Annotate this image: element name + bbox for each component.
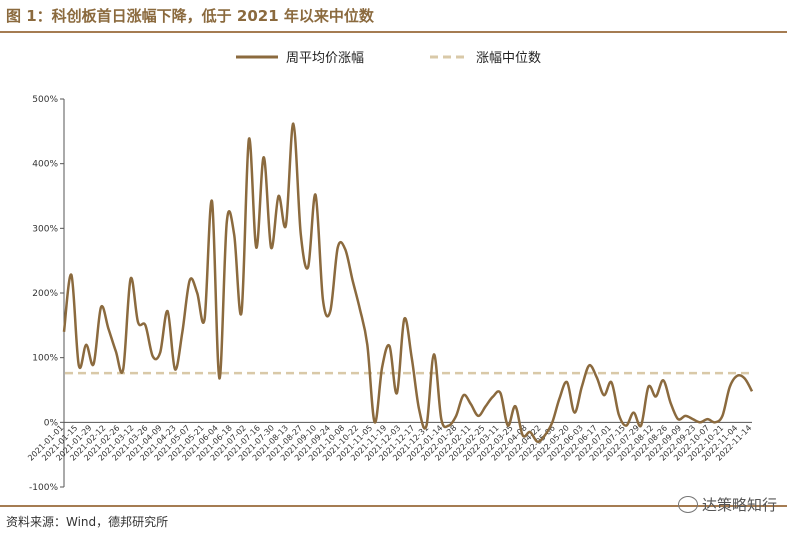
y-tick-label: 300% [32, 224, 58, 234]
chart-title: 图 1：科创板首日涨幅下降，低于 2021 年以来中位数 [6, 7, 374, 25]
x-tick-labels: 2021-01-012021-01-152021-01-292021-02-12… [26, 423, 753, 462]
bottom-rule [0, 505, 787, 507]
y-tick-label: 500% [32, 95, 58, 105]
line-chart: 周平均价涨幅 涨幅中位数 500% 400% 300% 200% 100% 0% -100%… [26, 51, 754, 493]
y-tick-label: 400% [32, 160, 58, 170]
y-tick-label: 100% [32, 354, 58, 364]
legend: 周平均价涨幅 涨幅中位数 [236, 51, 541, 66]
top-rule [0, 31, 787, 33]
source-note: 资料来源：Wind，德邦研究所 [6, 515, 169, 529]
series-line-main [62, 122, 754, 443]
legend-label-median: 涨幅中位数 [476, 51, 541, 66]
watermark: 达策略知行 [677, 494, 777, 515]
legend-label-main: 周平均价涨幅 [286, 51, 364, 66]
wechat-icon [677, 496, 698, 513]
y-tick-label: 0% [44, 418, 59, 428]
watermark-text: 达策略知行 [701, 496, 777, 514]
y-tick-label: 200% [32, 289, 58, 299]
y-tick-label: -100% [29, 483, 58, 493]
y-tick-labels: 500% 400% 300% 200% 100% 0% -100% [29, 95, 58, 493]
